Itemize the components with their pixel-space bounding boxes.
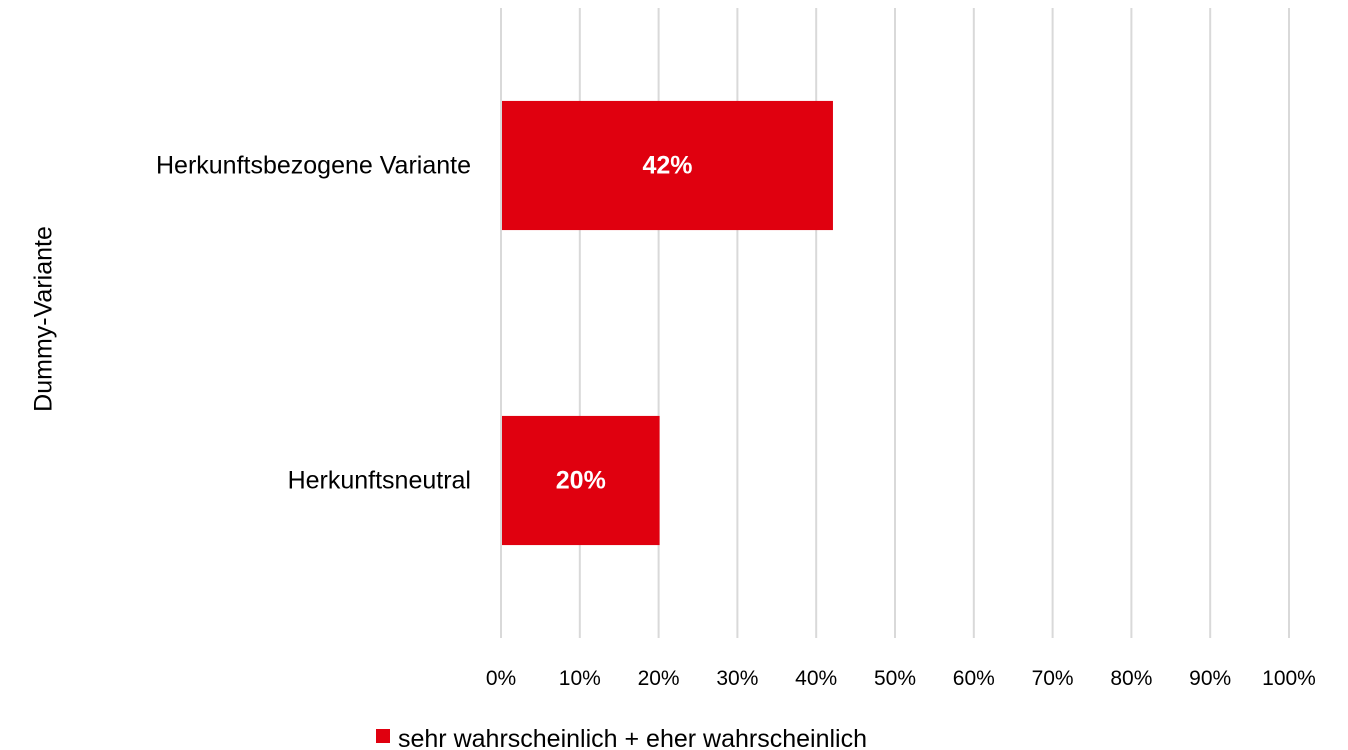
bar-data-label: 20% bbox=[556, 467, 606, 495]
x-tick-label: 0% bbox=[486, 667, 516, 690]
category-labels: Herkunftsbezogene Variante Herkunftsneutr… bbox=[156, 152, 471, 495]
bar-data-label: 42% bbox=[642, 152, 692, 180]
x-tick-label: 50% bbox=[874, 667, 916, 690]
x-tick-label: 100% bbox=[1262, 667, 1316, 690]
x-tick-label: 20% bbox=[638, 667, 680, 690]
x-tick-label: 40% bbox=[795, 667, 837, 690]
category-label: Herkunftsneutral bbox=[288, 467, 471, 495]
legend-label: sehr wahrscheinlich + eher wahrscheinlic… bbox=[398, 725, 867, 750]
x-tick-label: 80% bbox=[1110, 667, 1152, 690]
x-tick-label: 90% bbox=[1189, 667, 1231, 690]
bars: 42% 20% bbox=[502, 100, 833, 546]
bar bbox=[502, 415, 660, 546]
bar bbox=[502, 100, 833, 231]
x-axis-ticks: 0% 10% 20% 30% 40% 50% 60% 70% 80% 90% 100% bbox=[486, 667, 1316, 690]
legend-swatch bbox=[376, 729, 390, 743]
category-label: Herkunftsbezogene Variante bbox=[156, 152, 471, 180]
y-axis-title: Dummy-Variante bbox=[30, 226, 58, 412]
x-tick-label: 70% bbox=[1032, 667, 1074, 690]
x-tick-label: 10% bbox=[559, 667, 601, 690]
legend: sehr wahrscheinlich + eher wahrscheinlic… bbox=[376, 725, 867, 750]
x-tick-label: 60% bbox=[953, 667, 995, 690]
x-tick-label: 30% bbox=[716, 667, 758, 690]
